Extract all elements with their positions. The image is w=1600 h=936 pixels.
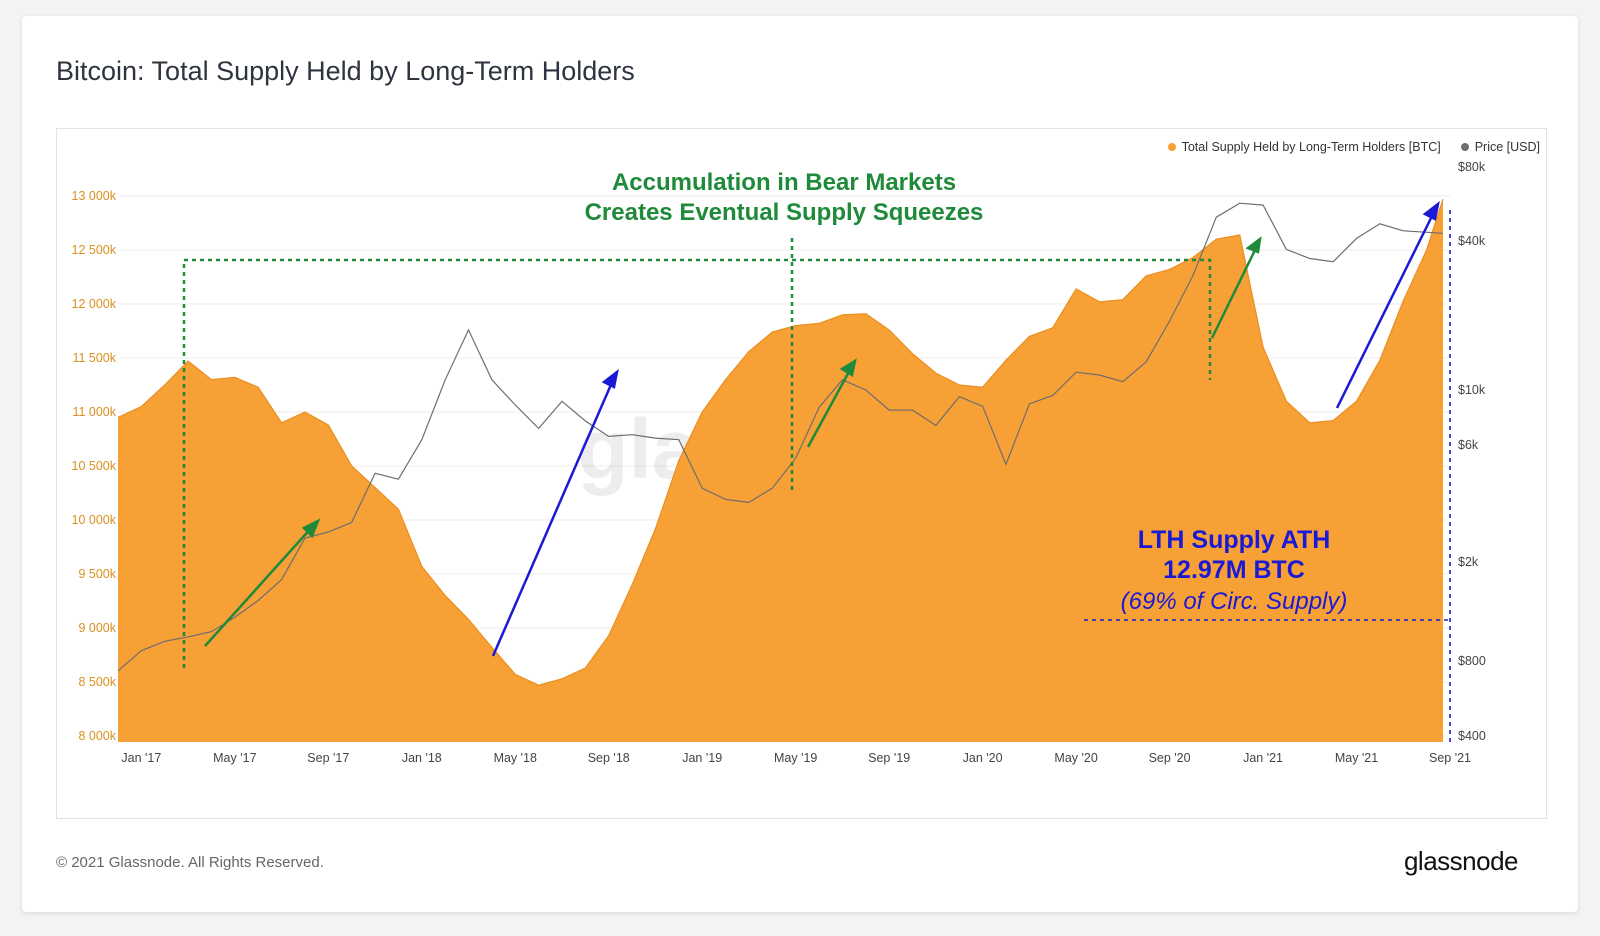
legend-price-dot xyxy=(1460,143,1469,151)
glassnode-logo[interactable]: glassnode xyxy=(1403,846,1519,876)
legend-item-price[interactable]: Price [USD] xyxy=(1460,140,1540,154)
legend: Total Supply Held by Long-Term Holders [… xyxy=(1167,140,1540,154)
copyright-footer: © 2021 Glassnode. All Rights Reserved. xyxy=(56,854,324,871)
legend-price-label: Price [USD] xyxy=(1474,140,1540,154)
plot-frame xyxy=(56,128,1547,819)
legend-supply-dot xyxy=(1167,143,1176,151)
legend-item-supply[interactable]: Total Supply Held by Long-Term Holders [… xyxy=(1167,140,1441,154)
chart-title: Bitcoin: Total Supply Held by Long-Term … xyxy=(56,56,635,86)
legend-supply-label: Total Supply Held by Long-Term Holders [… xyxy=(1181,140,1441,154)
